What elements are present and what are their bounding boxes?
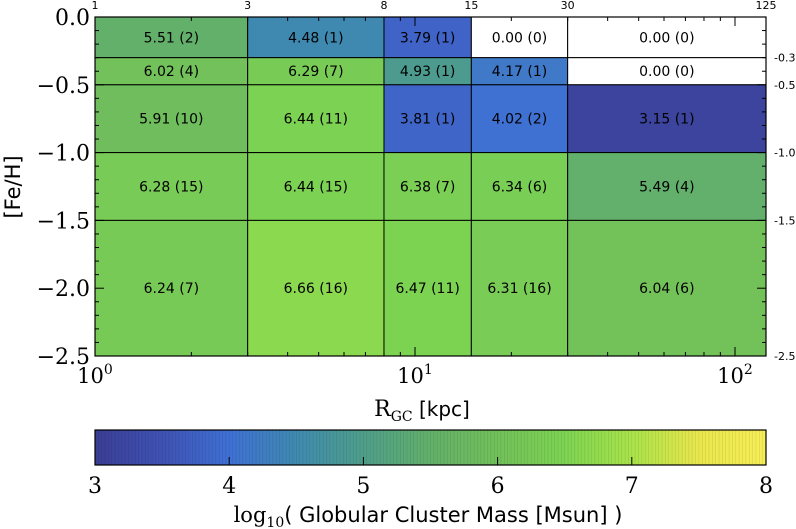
x-axis-label-sub: GC <box>391 409 413 425</box>
x-bin-edge-label: 1 <box>92 0 99 12</box>
colorbar-tick-label: 6 <box>491 474 505 499</box>
colorbar-label-sub: 10 <box>266 515 284 529</box>
cell-value-label: 6.24 (7) <box>144 281 199 297</box>
y-bin-edge-label: -2.5 <box>774 350 795 363</box>
colorbar-tick-label: 3 <box>88 474 102 499</box>
x-bin-edge-label: 3 <box>244 0 251 12</box>
cell-value-label: 0.00 (0) <box>639 64 694 80</box>
cell-value-label: 6.34 (6) <box>492 180 547 196</box>
cell-value-label: 4.48 (1) <box>288 30 343 46</box>
colorbar-tick-label: 5 <box>356 474 370 499</box>
heatmap-cell <box>567 152 767 221</box>
heatmap-cell <box>247 16 385 59</box>
heatmap-cell-labels: 5.51 (2) 4.48 (1) 3.79 (1) 0.00 (0) 0.00 (0)… <box>139 30 694 297</box>
x-bin-edge-label: 30 <box>561 0 575 12</box>
cell-value-label: 6.29 (7) <box>288 64 343 80</box>
colorbar-tick-label: 4 <box>222 474 236 499</box>
x-bin-edge-label: 15 <box>464 0 478 12</box>
cell-value-label: 6.31 (16) <box>487 281 551 297</box>
cell-value-label: 6.38 (7) <box>400 180 455 196</box>
cell-value-label: 3.15 (1) <box>639 112 694 128</box>
cell-value-label: 3.79 (1) <box>400 30 455 46</box>
heatmap-cell <box>383 219 472 357</box>
x-axis-label: RGC [kpc] <box>374 397 470 425</box>
heatmap-cell <box>94 219 249 357</box>
heatmap-cell <box>247 219 385 357</box>
x-axis-label-rest: [kpc] <box>413 397 470 421</box>
heatmap-cell <box>247 84 385 154</box>
x-tick-label: 100 <box>77 362 113 388</box>
y-bin-edge-label: -0.3 <box>774 52 795 65</box>
heatmap-cell <box>470 152 569 221</box>
colorbar-label: log10( Globular Cluster Mass [Msun] ) <box>234 503 623 529</box>
colorbar-frame <box>94 429 767 466</box>
y-tick-label: −1.0 <box>37 142 90 167</box>
x-bin-edge-label: 8 <box>380 0 387 12</box>
y-bin-edge-label: -0.5 <box>774 79 795 92</box>
x-bin-edge-label: 125 <box>756 0 777 12</box>
x-tick-label: 102 <box>717 362 753 388</box>
axes: 100 101 102 0.0 −0.5 −1.0 −1.5 −2.0 −2.5 1 3 8 15 30 1… <box>37 0 796 388</box>
heatmap-cell <box>567 84 767 154</box>
cell-value-label: 5.51 (2) <box>144 30 199 46</box>
x-tick-label: 101 <box>397 362 433 388</box>
y-tick-label: −2.0 <box>37 277 90 302</box>
heatmap-cell <box>383 84 472 154</box>
cell-value-label: 6.66 (16) <box>284 281 348 297</box>
heatmap-cell <box>470 84 569 154</box>
y-tick-label: −0.5 <box>37 74 90 99</box>
cell-value-label: 0.00 (0) <box>639 30 694 46</box>
heatmap-cells <box>94 16 767 357</box>
cell-value-label: 6.04 (6) <box>639 281 694 297</box>
heatmap-cell <box>383 57 472 86</box>
colorbar: 3 4 5 6 7 8 <box>88 429 773 499</box>
cell-value-label: 6.44 (15) <box>284 180 348 196</box>
heatmap-cell <box>247 152 385 221</box>
cell-value-label: 0.00 (0) <box>492 30 547 46</box>
colorbar-tick-label: 8 <box>759 474 773 499</box>
cell-value-label: 6.44 (11) <box>284 112 348 128</box>
colorbar-gradient <box>95 430 766 465</box>
cell-value-label: 5.91 (10) <box>139 112 203 128</box>
cell-value-label: 6.28 (15) <box>139 180 203 196</box>
cell-value-label: 4.02 (2) <box>492 112 547 128</box>
cell-value-label: 4.17 (1) <box>492 64 547 80</box>
colorbar-label-main: log <box>234 503 267 527</box>
x-axis-label-main: R <box>374 397 392 422</box>
cell-value-label: 6.02 (4) <box>144 64 199 80</box>
heatmap-cell <box>383 152 472 221</box>
heatmap-cell <box>567 57 767 86</box>
cell-value-label: 4.93 (1) <box>400 64 455 80</box>
colorbar-label-rest: ( Globular Cluster Mass [Msun] ) <box>284 503 622 527</box>
y-bin-edge-label: -1.0 <box>774 147 795 160</box>
y-tick-label: 0.0 <box>55 6 90 31</box>
y-tick-label: −2.5 <box>37 345 90 370</box>
cell-value-label: 6.47 (11) <box>395 281 459 297</box>
y-tick-label: −1.5 <box>37 209 90 234</box>
y-bin-edge-label: -1.5 <box>774 214 795 227</box>
cell-value-label: 3.81 (1) <box>400 112 455 128</box>
heatmap-cell <box>567 219 767 357</box>
heatmap-cell <box>94 16 249 59</box>
plot-frame <box>94 16 767 357</box>
colorbar-tick-label: 7 <box>625 474 639 499</box>
cell-value-label: 5.49 (4) <box>639 180 694 196</box>
y-axis-label: [Fe/H] <box>1 155 25 218</box>
